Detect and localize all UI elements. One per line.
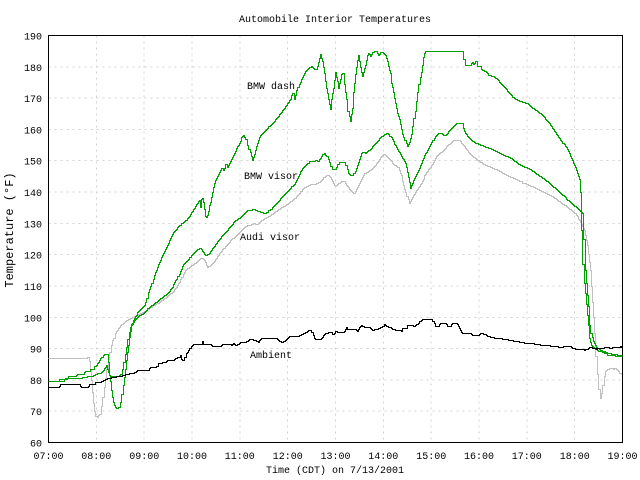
svg-text:170: 170	[24, 95, 42, 106]
svg-text:190: 190	[24, 33, 42, 44]
svg-text:10:00: 10:00	[177, 452, 207, 463]
svg-text:Ambient: Ambient	[250, 350, 292, 362]
svg-text:15:00: 15:00	[416, 452, 446, 463]
svg-text:BMW visor: BMW visor	[244, 171, 298, 183]
svg-text:110: 110	[24, 283, 42, 294]
svg-text:70: 70	[30, 408, 42, 419]
svg-text:120: 120	[24, 252, 42, 263]
svg-text:BMW dash: BMW dash	[247, 81, 295, 93]
svg-text:130: 130	[24, 220, 42, 231]
svg-text:Temperature (°F): Temperature (°F)	[3, 172, 17, 287]
svg-text:08:00: 08:00	[81, 452, 111, 463]
svg-text:13:00: 13:00	[320, 452, 350, 463]
svg-text:150: 150	[24, 158, 42, 169]
svg-text:19:00: 19:00	[607, 452, 637, 463]
svg-text:11:00: 11:00	[225, 452, 255, 463]
svg-text:16:00: 16:00	[464, 452, 494, 463]
svg-text:Audi visor: Audi visor	[240, 232, 300, 244]
svg-text:09:00: 09:00	[129, 452, 159, 463]
svg-text:07:00: 07:00	[33, 452, 63, 463]
svg-text:18:00: 18:00	[560, 452, 590, 463]
svg-text:160: 160	[24, 126, 42, 137]
svg-text:100: 100	[24, 314, 42, 325]
svg-text:80: 80	[30, 377, 42, 388]
svg-text:60: 60	[30, 440, 42, 451]
svg-text:Automobile Interior Temperatur: Automobile Interior Temperatures	[239, 14, 431, 26]
svg-text:140: 140	[24, 189, 42, 200]
svg-text:Time (CDT) on 7/13/2001: Time (CDT) on 7/13/2001	[266, 465, 404, 477]
svg-text:90: 90	[30, 346, 42, 357]
svg-text:12:00: 12:00	[273, 452, 303, 463]
svg-text:180: 180	[24, 64, 42, 75]
svg-text:17:00: 17:00	[512, 452, 542, 463]
svg-text:14:00: 14:00	[368, 452, 398, 463]
